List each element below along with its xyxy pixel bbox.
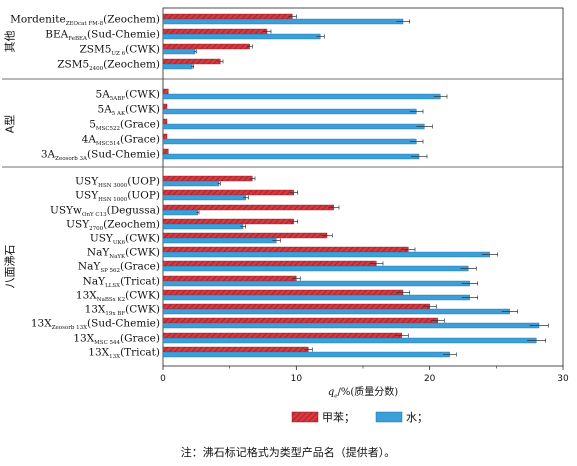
bar-water — [162, 351, 450, 358]
bar-water — [162, 48, 196, 55]
bar-water — [162, 33, 321, 40]
category-label: USYUK6(CWK) — [90, 233, 160, 247]
category-label: ZSM5UZ 6(CWK) — [79, 44, 160, 58]
bar-toluene — [162, 118, 168, 125]
bar-water — [162, 265, 469, 272]
category-label: ZSM52400(Zeochem) — [57, 59, 160, 73]
bar-water — [162, 294, 470, 301]
category-label: 5MSC522(Grace) — [89, 119, 160, 133]
bar-water — [162, 308, 510, 315]
bar-water — [162, 237, 277, 244]
bar-water — [162, 93, 441, 100]
bar-toluene — [162, 88, 169, 95]
legend-swatch-toluene — [291, 411, 319, 423]
x-tick-label: 30 — [557, 374, 569, 384]
bar-toluene — [162, 43, 250, 50]
bar-toluene — [162, 303, 430, 310]
legend-label-toluene: 甲苯； — [322, 410, 355, 424]
legend-label-water: 水； — [406, 411, 428, 424]
group-label: A型 — [3, 115, 17, 134]
bar-toluene — [162, 317, 438, 324]
group-label: 其他 — [4, 31, 17, 53]
category-labels: MordeniteZEOcat FM-8(Zeochem)BEAFeBEA(Su… — [10, 14, 160, 361]
bar-toluene — [162, 232, 328, 239]
bar-toluene — [162, 346, 309, 353]
bar-water — [162, 180, 220, 187]
bar-water — [162, 18, 404, 25]
bar-toluene — [162, 148, 169, 155]
x-tick-label: 10 — [291, 374, 303, 384]
x-tick-label: 20 — [424, 374, 436, 384]
bar-toluene — [162, 275, 297, 282]
bar-toluene — [162, 204, 334, 211]
bar-toluene — [162, 289, 404, 296]
category-label: MordeniteZEOcat FM-8(Zeochem) — [10, 14, 160, 28]
bar-water — [162, 194, 246, 201]
bar-toluene — [162, 332, 402, 339]
bar-water — [162, 251, 490, 258]
category-label: NaYNaYK(CWK) — [87, 247, 160, 261]
bar-water — [162, 123, 425, 130]
category-label: 4AMSC514(Grace) — [82, 134, 160, 148]
category-label: 5A5 AK(CWK) — [98, 104, 160, 118]
bar-toluene — [162, 133, 168, 140]
legend-swatch-water — [375, 411, 403, 423]
category-label: 13XMSC 544(Grace) — [73, 333, 160, 347]
category-label: 13XNaBSx K2(CWK) — [76, 290, 160, 304]
category-label: NaYSP 562(Grace) — [78, 261, 160, 275]
bar-water — [162, 138, 417, 145]
x-tick-label: 0 — [160, 374, 166, 384]
category-label: NaYLLSX(Tricat) — [83, 276, 160, 290]
bar-water — [162, 108, 417, 115]
bar-toluene — [162, 58, 221, 65]
bar-water — [162, 280, 470, 287]
x-axis: 0 10 20 30 qe/%(质量分数) — [160, 366, 569, 400]
bar-toluene — [162, 103, 168, 110]
category-label: 13X19x BF(CWK) — [85, 304, 160, 318]
bar-water — [162, 63, 193, 70]
bar-toluene — [162, 189, 294, 196]
bar-toluene — [162, 28, 268, 35]
category-label: 13XZeosorb 13X(Sud-Chemie) — [31, 318, 160, 332]
legend: 甲苯； 水； — [291, 410, 428, 424]
bar-water — [162, 209, 198, 216]
x-axis-label: qe/%(质量分数) — [328, 385, 398, 400]
bar-toluene — [162, 13, 293, 20]
category-label: USYHSN 1000(UOP) — [75, 190, 160, 204]
bar-toluene — [162, 218, 294, 225]
category-label: USYHSN 3000(UOP) — [75, 176, 160, 190]
bar-toluene — [162, 175, 253, 182]
category-label: USY2700(Zeochem) — [66, 219, 160, 233]
category-label: 13X13X(Tricat) — [88, 347, 160, 361]
footnote: 注：沸石标记格式为类型产品名（提供者）。 — [181, 445, 396, 459]
bar-water — [162, 223, 244, 230]
bar-water — [162, 322, 540, 329]
bar-water — [162, 153, 420, 160]
bar-water — [162, 337, 537, 344]
plot-area — [2, 7, 564, 367]
category-label: 5A5ABF(CWK) — [96, 89, 160, 103]
bar-toluene — [162, 260, 377, 267]
bar-toluene — [162, 246, 409, 253]
category-label: USYwOnY C13(Degussa) — [50, 205, 160, 219]
category-label: BEAFeBEA(Sud-Chemie) — [45, 29, 160, 43]
category-label: 3AZeosorb 3A(Sud-Chemie) — [41, 149, 160, 163]
group-label: 八面沸石 — [4, 245, 17, 289]
